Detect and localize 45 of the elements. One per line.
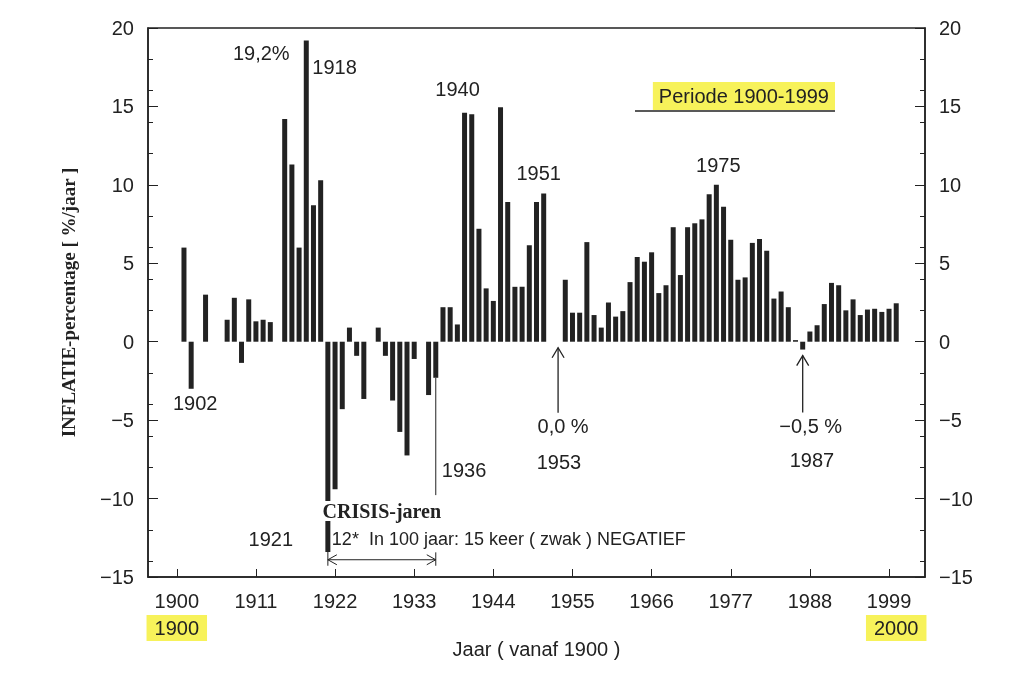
y-tick-label: −5 [111, 409, 134, 432]
y2-tick-label: 15 [939, 95, 962, 118]
annotation: 1987 [789, 449, 835, 471]
y2-tick-label: −15 [939, 566, 973, 588]
annotation: 1918 [312, 55, 357, 78]
y-tick-label: 20 [111, 17, 134, 39]
y-tick-label: 10 [111, 173, 134, 196]
x-tick-label: 1955 [550, 590, 595, 612]
x-tick-label: 1999 [866, 590, 912, 612]
x-tick-label: 1944 [471, 590, 516, 612]
x-tick-label: 1933 [391, 590, 437, 612]
annotation: 12* In 100 jaar: 15 keer ( zwak ) NEGATIEF [331, 529, 686, 550]
y-tick-label: 0 [122, 330, 134, 353]
text: Periode 1900-1999 [658, 85, 829, 107]
y-tick-label: 5 [122, 252, 134, 275]
annotation: 0,0 % [537, 414, 589, 437]
annotation: 1953 [536, 451, 582, 473]
annotation: 1951 [516, 162, 561, 185]
annotation: CRISIS-jaren [322, 500, 442, 524]
x2-tick-label: 1900 [154, 617, 200, 639]
annotation: 1936 [441, 458, 487, 481]
y-tick-label: −10 [100, 487, 134, 510]
annotation: 1940 [435, 77, 480, 100]
y2-tick-label: −5 [939, 409, 962, 432]
annotation: 1902 [172, 391, 218, 414]
annotation: 1921 [248, 527, 294, 550]
annotation: 1975 [696, 153, 741, 176]
x-tick-label: 1977 [708, 590, 753, 612]
y-tick-label: −15 [100, 566, 134, 588]
y-axis-title: INFLATIE-percentage [ %/jaar ] [58, 167, 79, 438]
y2-tick-label: 5 [939, 252, 951, 275]
x-axis-title: Jaar ( vanaf 1900 ) [452, 638, 621, 660]
x-tick-label: 1900 [154, 590, 200, 612]
x-tick-label: 1922 [312, 590, 358, 612]
y2-tick-label: 20 [939, 17, 962, 39]
x-tick-label: 1966 [629, 590, 674, 612]
x2-tick-label: 2000 [873, 617, 919, 639]
x-tick-label: 1911 [234, 590, 278, 612]
y2-tick-label: 0 [939, 330, 951, 353]
y-tick-label: 15 [111, 95, 134, 118]
x-tick-label: 1988 [787, 590, 833, 612]
y2-tick-label: −10 [939, 487, 973, 510]
y2-tick-label: 10 [939, 173, 962, 196]
annotation: −0,5 % [779, 414, 843, 437]
annotation: 19,2% [232, 41, 290, 64]
